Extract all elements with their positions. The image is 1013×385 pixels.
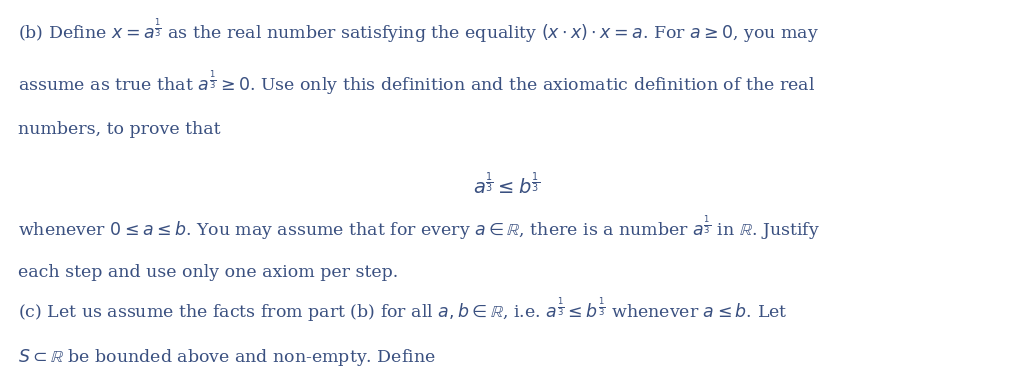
Text: $S \subset \mathbb{R}$ be bounded above and non-empty. Define: $S \subset \mathbb{R}$ be bounded above … (18, 346, 436, 368)
Text: (b) Define $x = a^{\frac{1}{3}}$ as the real number satisfying the equality $(x : (b) Define $x = a^{\frac{1}{3}}$ as the … (18, 17, 820, 45)
Text: numbers, to prove that: numbers, to prove that (18, 121, 221, 138)
Text: assume as true that $a^{\frac{1}{3}} \geq 0$. Use only this definition and the a: assume as true that $a^{\frac{1}{3}} \ge… (18, 69, 815, 97)
Text: whenever $0 \leq a \leq b$. You may assume that for every $a \in \mathbb{R}$, th: whenever $0 \leq a \leq b$. You may assu… (18, 214, 821, 242)
Text: $a^{\frac{1}{3}} \leq b^{\frac{1}{3}}$: $a^{\frac{1}{3}} \leq b^{\frac{1}{3}}$ (473, 171, 540, 198)
Text: each step and use only one axiom per step.: each step and use only one axiom per ste… (18, 264, 398, 281)
Text: (c) Let us assume the facts from part (b) for all $a, b \in \mathbb{R}$, i.e. $a: (c) Let us assume the facts from part (b… (18, 296, 788, 325)
